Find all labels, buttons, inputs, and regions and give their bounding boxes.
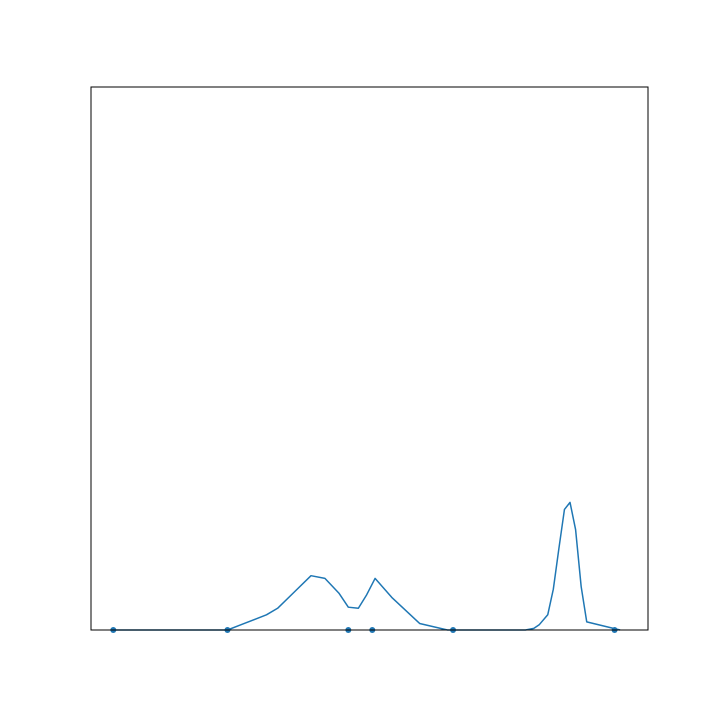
density-line-0 — [113, 501, 621, 631]
plot-frame — [90, 86, 649, 631]
series-layer — [113, 501, 621, 631]
plot-background — [91, 87, 648, 630]
